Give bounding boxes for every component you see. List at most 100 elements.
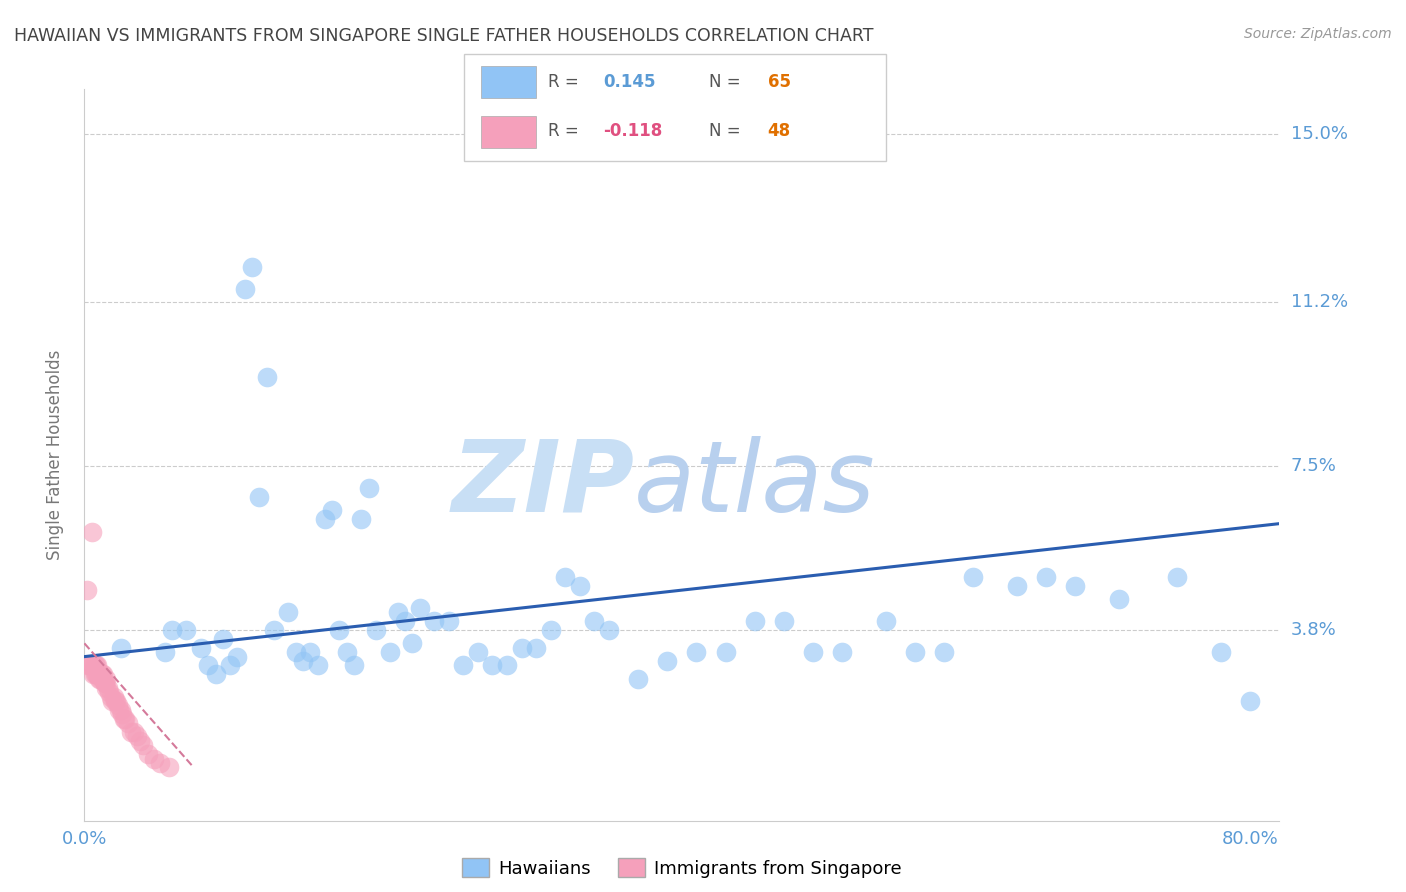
Text: 0.145: 0.145 [603, 73, 655, 91]
Point [598, 623, 620, 637]
Point [83, 667, 105, 681]
Point [401, 636, 423, 650]
Point [481, 658, 503, 673]
FancyBboxPatch shape [464, 54, 886, 161]
Point [122, 725, 145, 739]
Point [554, 570, 576, 584]
Point [104, 694, 127, 708]
Point [744, 614, 766, 628]
Point [247, 490, 270, 504]
Point [94, 676, 117, 690]
Point [219, 658, 242, 673]
Point [904, 645, 927, 659]
Point [110, 640, 132, 655]
Text: 15.0%: 15.0% [1291, 125, 1347, 143]
Point [801, 645, 824, 659]
Point [107, 698, 129, 713]
Point [87, 672, 110, 686]
Point [211, 632, 233, 646]
FancyBboxPatch shape [481, 66, 536, 98]
Point [125, 730, 148, 744]
Point [114, 712, 136, 726]
Point [76, 658, 98, 673]
Text: 11.2%: 11.2% [1291, 293, 1348, 311]
Point [79, 658, 101, 673]
Point [627, 672, 650, 686]
Point [568, 579, 591, 593]
Text: -0.118: -0.118 [603, 121, 662, 139]
Point [160, 623, 183, 637]
Point [1035, 570, 1057, 584]
Point [94, 676, 117, 690]
Text: 48: 48 [768, 121, 790, 139]
Point [657, 654, 679, 668]
Point [423, 614, 446, 628]
Point [108, 703, 131, 717]
Text: N =: N = [709, 73, 745, 91]
Point [82, 667, 104, 681]
Point [1064, 579, 1087, 593]
Point [350, 512, 373, 526]
Point [80, 525, 103, 540]
Point [336, 645, 359, 659]
Point [1005, 579, 1028, 593]
Point [143, 751, 166, 765]
Point [875, 614, 897, 628]
Point [226, 649, 249, 664]
Point [84, 667, 107, 681]
Point [131, 739, 153, 753]
Point [510, 640, 533, 655]
Point [962, 570, 984, 584]
Text: 7.5%: 7.5% [1291, 457, 1337, 475]
Point [128, 734, 150, 748]
Point [97, 681, 120, 695]
Point [110, 703, 132, 717]
Text: Source: ZipAtlas.com: Source: ZipAtlas.com [1244, 27, 1392, 41]
Point [153, 645, 176, 659]
Point [86, 667, 108, 681]
Y-axis label: Single Father Households: Single Father Households [45, 350, 63, 560]
Text: 3.8%: 3.8% [1291, 621, 1336, 639]
Point [934, 645, 956, 659]
Point [685, 645, 707, 659]
Point [83, 658, 105, 673]
Point [111, 707, 134, 722]
Point [240, 260, 263, 274]
Text: HAWAIIAN VS IMMIGRANTS FROM SINGAPORE SINGLE FATHER HOUSEHOLDS CORRELATION CHART: HAWAIIAN VS IMMIGRANTS FROM SINGAPORE SI… [14, 27, 873, 45]
Point [157, 760, 180, 774]
Point [540, 623, 562, 637]
Point [357, 481, 380, 495]
Point [190, 640, 212, 655]
Point [380, 645, 402, 659]
Point [437, 614, 460, 628]
Point [314, 512, 336, 526]
Point [101, 694, 124, 708]
Point [90, 672, 112, 686]
Point [82, 658, 104, 673]
Point [263, 623, 285, 637]
Point [77, 658, 100, 673]
Point [277, 605, 299, 619]
Point [583, 614, 606, 628]
Legend: Hawaiians, Immigrants from Singapore: Hawaiians, Immigrants from Singapore [456, 851, 908, 885]
Point [291, 654, 314, 668]
Point [233, 282, 256, 296]
Point [90, 667, 112, 681]
Point [103, 690, 125, 704]
Point [87, 667, 110, 681]
Text: 65: 65 [768, 73, 790, 91]
Point [496, 658, 519, 673]
Point [105, 694, 128, 708]
Point [453, 658, 475, 673]
Point [112, 712, 135, 726]
Point [96, 681, 118, 695]
Point [714, 645, 737, 659]
Point [91, 672, 114, 686]
Point [100, 690, 122, 704]
Point [773, 614, 796, 628]
Point [138, 747, 160, 761]
Point [89, 672, 111, 686]
Point [831, 645, 853, 659]
Point [98, 685, 121, 699]
Point [120, 725, 142, 739]
